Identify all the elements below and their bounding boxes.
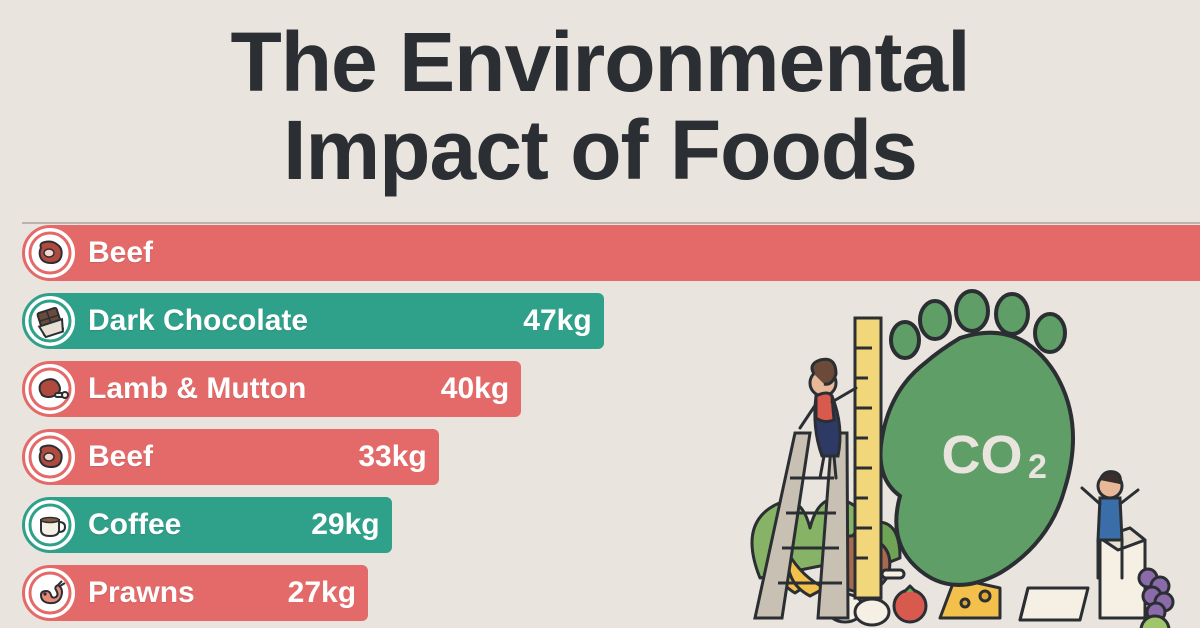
bar-label: Prawns (88, 565, 195, 621)
coffee-icon (22, 497, 78, 553)
title-line-1: The Environmental (230, 15, 969, 109)
bar-value: 33kg (358, 429, 426, 485)
bar-chart: Beef Dark Chocolate 47kg Lamb & Mutton 40k… (22, 225, 1200, 628)
lamb-icon (22, 361, 78, 417)
bar-label: Dark Chocolate (88, 293, 308, 349)
chart-top-border (22, 222, 1200, 224)
bar-row: Dark Chocolate 47kg (22, 293, 1200, 349)
bar-label: Beef (88, 429, 153, 485)
title-line-2: Impact of Foods (283, 103, 917, 197)
bar-value: 40kg (441, 361, 509, 417)
bar-row: Beef 33kg (22, 429, 1200, 485)
bar-label: Lamb & Mutton (88, 361, 306, 417)
infographic-canvas: The Environmental Impact of Foods Beef D… (0, 0, 1200, 628)
bar-label: Beef (88, 225, 153, 281)
page-title: The Environmental Impact of Foods (0, 0, 1200, 194)
bar-row: Beef (22, 225, 1200, 281)
bar-value: 29kg (311, 497, 379, 553)
bar-row: Prawns 27kg (22, 565, 1200, 621)
bar-value: 27kg (288, 565, 356, 621)
prawn-icon (22, 565, 78, 621)
bar-label: Coffee (88, 497, 181, 553)
bar-row: Coffee 29kg (22, 497, 1200, 553)
bar (50, 225, 1200, 281)
beef-icon (22, 429, 78, 485)
bar-value: 47kg (523, 293, 591, 349)
beef-icon (22, 225, 78, 281)
chocolate-icon (22, 293, 78, 349)
bar-row: Lamb & Mutton 40kg (22, 361, 1200, 417)
